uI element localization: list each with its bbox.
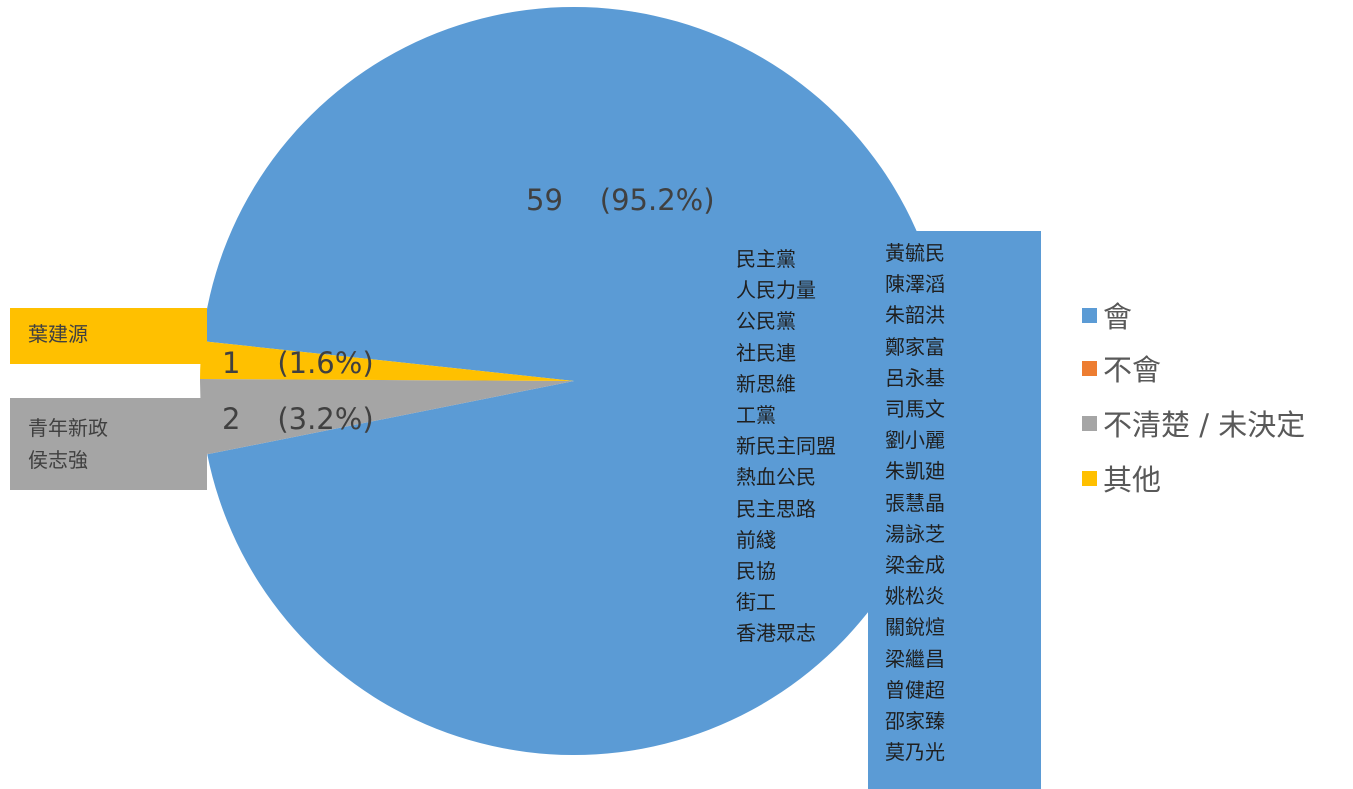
name-entry: 社民連	[736, 340, 796, 365]
pie-slice-unsure	[200, 378, 574, 455]
legend-item: 會	[1082, 294, 1132, 336]
name-entry: 前綫	[736, 527, 776, 552]
name-entry: 鄭家富	[885, 334, 945, 359]
name-entry: 民主思路	[736, 496, 816, 521]
unsure-callout-line: 侯志強	[28, 448, 88, 472]
yes-parties-list: 民主黨人民力量公民黨社民連新思維工黨新民主同盟熱血公民民主思路前綫民協街工香港眾…	[736, 244, 836, 650]
data-label-other: 1 (1.6%)	[222, 346, 374, 380]
unsure-callout-text: 青年新政 侯志強	[28, 412, 108, 476]
name-entry: 熱血公民	[736, 465, 816, 490]
data-label-unsure: 2 (3.2%)	[222, 402, 374, 436]
name-entry: 司馬文	[885, 397, 945, 422]
name-entry: 朱韶洪	[885, 303, 945, 328]
yes-names-panel	[868, 231, 1041, 789]
name-entry: 工黨	[736, 403, 776, 428]
name-entry: 新思維	[736, 371, 796, 396]
legend-swatch	[1082, 360, 1097, 376]
name-entry: 街工	[736, 590, 776, 615]
name-entry: 曾健超	[885, 677, 945, 702]
name-entry: 民協	[736, 559, 776, 584]
yes-people-list: 黃毓民陳澤滔朱韶洪鄭家富呂永基司馬文劉小麗朱凱廸張慧晶湯詠芝梁金成姚松炎關銳煊梁…	[885, 238, 945, 768]
name-entry: 呂永基	[885, 365, 945, 390]
pie-slice-other	[200, 341, 574, 381]
legend-label: 會	[1103, 300, 1133, 334]
name-entry: 黃毓民	[885, 241, 945, 265]
name-entry: 新民主同盟	[736, 434, 836, 459]
name-entry: 姚松炎	[885, 584, 945, 609]
legend-label: 不清楚 / 未決定	[1103, 408, 1306, 442]
name-entry: 香港眾志	[736, 621, 816, 646]
legend-item: 不清楚 / 未決定	[1082, 402, 1305, 444]
unsure-callout-line: 青年新政	[28, 416, 108, 440]
pie-slice-yes	[202, 6, 948, 755]
name-entry: 邵家臻	[885, 709, 945, 734]
unsure-callout-box	[10, 398, 207, 490]
name-entry: 公民黨	[736, 309, 796, 334]
name-entry: 湯詠芝	[885, 521, 945, 546]
name-entry: 人民力量	[736, 278, 816, 303]
name-entry: 朱凱廸	[885, 459, 945, 484]
legend-label: 其他	[1103, 463, 1162, 497]
name-entry: 陳澤滔	[885, 272, 945, 297]
legend-swatch	[1082, 470, 1097, 486]
other-callout-line: 葉建源	[28, 322, 88, 346]
name-entry: 民主黨	[736, 247, 796, 271]
legend-label: 不會	[1103, 353, 1162, 387]
legend-swatch	[1082, 415, 1097, 431]
name-entry: 劉小麗	[885, 428, 945, 453]
name-entry: 關銳煊	[885, 615, 945, 640]
other-callout-box	[10, 308, 207, 364]
name-entry: 梁金成	[885, 553, 945, 578]
name-entry: 梁繼昌	[885, 646, 945, 671]
name-entry: 莫乃光	[885, 740, 945, 765]
legend-item: 其他	[1082, 457, 1161, 499]
other-callout-text: 葉建源	[28, 318, 88, 350]
legend-item: 不會	[1082, 347, 1161, 389]
name-entry: 張慧晶	[885, 490, 945, 515]
data-label-yes: 59 (95.2%)	[526, 183, 715, 217]
legend-swatch	[1082, 307, 1097, 323]
